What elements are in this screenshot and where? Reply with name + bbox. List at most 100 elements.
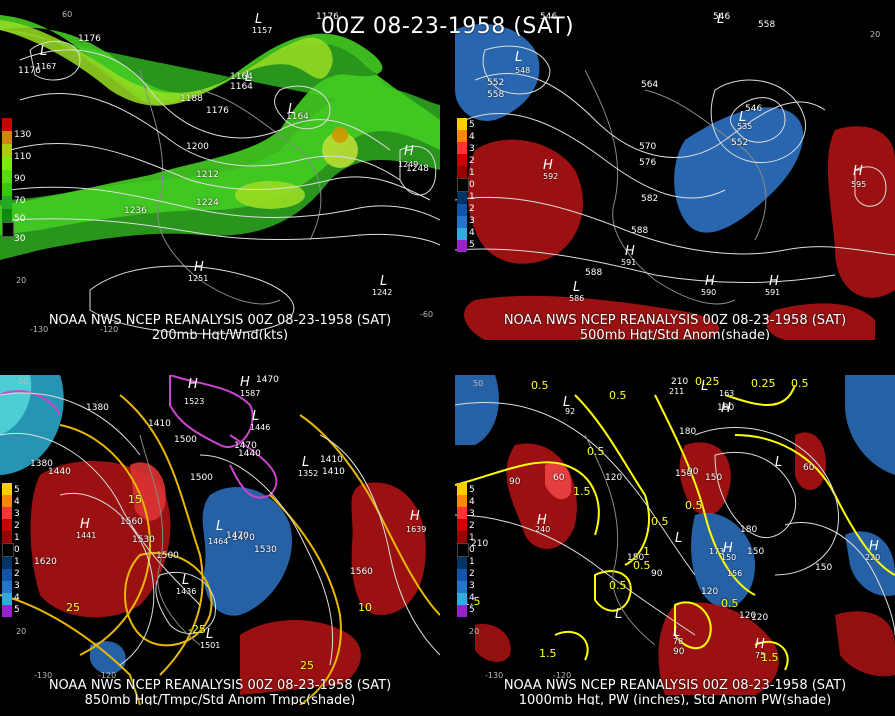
legend-label: 2 (469, 156, 475, 166)
center-value: 1436 (176, 587, 197, 596)
low-center: L (302, 455, 310, 470)
contour-label: 1410 (320, 455, 343, 465)
center-value: 1587 (240, 389, 261, 398)
center-value: 211 (669, 387, 685, 396)
pw-label: 0.5 (609, 579, 627, 592)
high-center: H (869, 539, 879, 554)
low-center: L (206, 627, 214, 642)
legend-swatch (457, 204, 467, 216)
contour-label: 210 (671, 377, 689, 387)
low-center: L (252, 409, 260, 424)
legend-swatch (2, 183, 12, 196)
high-center: H (769, 274, 779, 289)
low-center: L (701, 379, 709, 394)
low-center: L (515, 50, 523, 65)
center-value: 586 (569, 294, 585, 303)
center-value: 1167 (36, 62, 57, 71)
contour-label: 1410 (148, 419, 171, 429)
center-value: 75 (755, 651, 766, 660)
high-center: H (404, 144, 414, 159)
contour-label: 1410 (322, 467, 345, 477)
legend-label: 3 (14, 509, 20, 519)
contour-label: 1500 (156, 551, 179, 561)
high-center: H (705, 274, 715, 289)
legend-swatch (457, 557, 467, 569)
legend-anom: 5 4 3 2 1 0 1 2 3 4 5 (457, 118, 475, 252)
legend-swatch (2, 593, 12, 605)
grid-label: 20 (469, 627, 480, 636)
center-value: 220 (865, 553, 881, 562)
legend-swatch (2, 196, 12, 209)
center-value: 240 (535, 525, 551, 534)
map-850mb (0, 375, 440, 705)
panel-1000mb: 5 4 3 2 1 0 1 2 3 4 5 -130 -120 50 20 21… (455, 375, 895, 705)
pw-label: 0.5 (531, 379, 549, 392)
contour-label: 150 (815, 563, 833, 573)
high-center: H (853, 164, 863, 179)
legend-label: 5 (14, 485, 20, 495)
pw-label: 1.5 (539, 647, 557, 660)
legend-swatch (457, 569, 467, 581)
legend-swatch (2, 157, 12, 170)
legend-label: 4 (469, 497, 475, 507)
legend-anom: 5 4 3 2 1 0 1 2 3 4 5 (457, 483, 475, 617)
map-500mb (455, 24, 895, 340)
high-center: H (755, 637, 765, 652)
contour-label: 1470 (232, 533, 255, 543)
contour-label: 546 (713, 12, 731, 22)
temp-label: 10 (358, 601, 372, 614)
contour-label: 1176 (206, 106, 229, 116)
contour-label: 1176 (78, 34, 101, 44)
legend-label: 30 (14, 234, 26, 244)
legend-label: 50 (14, 214, 26, 224)
contour-label: 582 (641, 194, 659, 204)
temp-label: 25 (300, 659, 314, 672)
low-center: L (40, 44, 48, 59)
contour-label: 1500 (190, 473, 213, 483)
contour-label: 1530 (132, 535, 155, 545)
pw-label: 1.5 (761, 651, 779, 664)
legend-label: 1 (469, 192, 475, 202)
center-value: 591 (621, 258, 637, 267)
legend-label: 4 (469, 228, 475, 238)
legend-label: 3 (14, 581, 20, 591)
low-center: L (573, 280, 581, 295)
legend-label: 70 (14, 196, 26, 206)
contour-label: 558 (487, 90, 505, 100)
contour-label: 1380 (86, 403, 109, 413)
contour-label: 1236 (124, 206, 147, 216)
low-center: L (675, 531, 683, 546)
temp-label: 25 (66, 601, 80, 614)
grid-label: -130 (34, 671, 53, 680)
legend-anom: 5 4 3 2 1 0 1 2 3 4 5 (2, 483, 20, 617)
panel-200mb: 130 110 90 70 50 30 60 -130 -120 20 -60 … (0, 10, 440, 340)
contour-label: 1470 (226, 531, 249, 541)
map-200mb (0, 15, 440, 335)
contour-label: 552 (731, 138, 749, 148)
legend-swatch (2, 209, 12, 222)
legend-swatch (457, 192, 467, 204)
contour-label: 1470 (256, 375, 279, 385)
contour-label: 558 (758, 20, 776, 30)
contour-label: 1560 (350, 567, 373, 577)
legend-swatch (457, 216, 467, 228)
legend-swatch (457, 130, 467, 142)
legend-wind: 130 110 90 70 50 30 (2, 118, 31, 244)
center-value: 1464 (208, 537, 229, 546)
legend-swatch (2, 170, 12, 183)
high-center: H (625, 244, 635, 259)
legend-label: 1 (469, 168, 475, 178)
contour-label: 60 (553, 473, 565, 483)
low-center: L (182, 573, 190, 588)
legend-swatch (2, 118, 12, 131)
center-value: 92 (565, 407, 576, 416)
contour-label: 120 (751, 613, 769, 623)
legend-swatch (2, 519, 12, 531)
legend-label: 0 (469, 545, 475, 555)
legend-label: 2 (469, 569, 475, 579)
grid-label: -130 (30, 325, 49, 334)
contour-label: 1224 (196, 198, 219, 208)
legend-label: 2 (469, 521, 475, 531)
grid-label: -60 (420, 310, 434, 319)
high-center: H (410, 509, 420, 524)
